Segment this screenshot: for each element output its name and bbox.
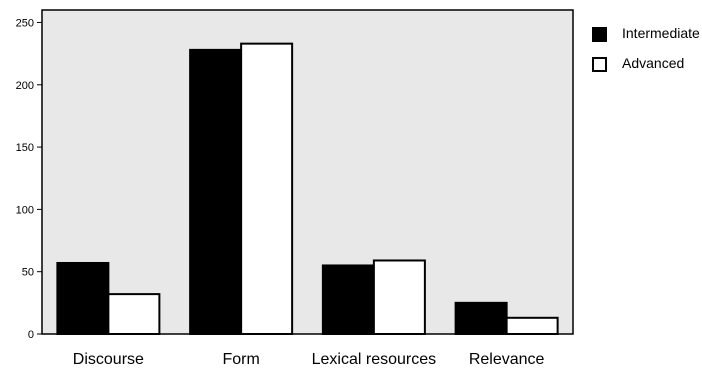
bar-intermediate-discourse: [57, 263, 108, 334]
bar-advanced-discourse: [108, 294, 159, 334]
bar-advanced-lexical-resources: [374, 260, 425, 334]
x-category-label: Lexical resources: [312, 351, 437, 368]
y-tick-label: 100: [16, 204, 34, 216]
x-axis-labels: Discourse Form Lexical resources Relevance: [73, 351, 545, 368]
bar-intermediate-relevance: [456, 303, 507, 334]
legend: Intermediate Advanced: [593, 25, 700, 71]
y-axis: 0 50 100 150 200 250: [16, 17, 42, 341]
y-tick-label: 200: [16, 80, 34, 92]
y-tick-label: 150: [16, 142, 34, 154]
y-tick-label: 50: [22, 267, 34, 279]
x-category-label: Form: [222, 351, 259, 368]
y-tick-label: 0: [28, 329, 34, 341]
x-category-label: Relevance: [469, 351, 545, 368]
legend-label: Intermediate: [622, 25, 700, 41]
legend-label: Advanced: [622, 55, 684, 71]
plot-area: [42, 10, 573, 334]
legend-swatch: [593, 28, 606, 41]
legend-swatch: [593, 58, 606, 71]
bar-intermediate-form: [190, 50, 241, 334]
x-category-label: Discourse: [73, 351, 144, 368]
bar-advanced-form: [241, 44, 292, 334]
bar-intermediate-lexical-resources: [323, 265, 374, 334]
bar-advanced-relevance: [507, 318, 558, 334]
y-tick-label: 250: [16, 17, 34, 29]
